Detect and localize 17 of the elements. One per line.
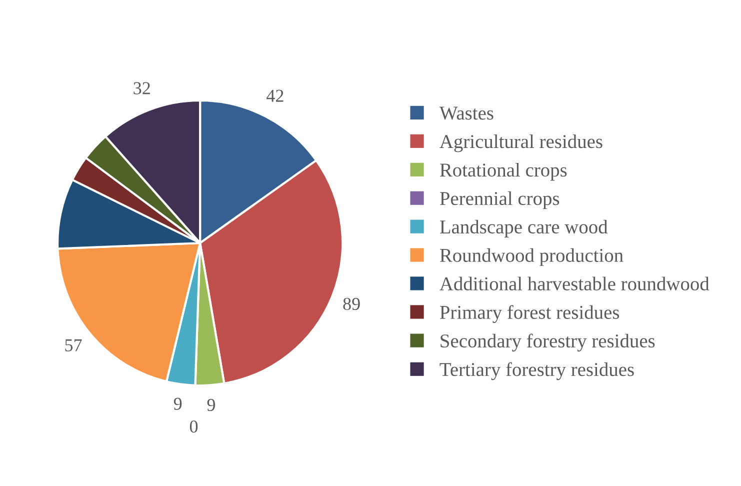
legend-label: Secondary forestry residues [440,334,655,352]
text: 0 [190,420,198,433]
data-label: 9 [174,398,182,410]
data-label: 57 [65,339,82,352]
data-label: 89 [343,298,360,310]
legend-label: Perennial crops [440,191,560,210]
legend-label: Rotational crops [440,162,567,181]
legend-label: Roundwood production [440,248,624,266]
legend-label: Agricultural residues [440,134,602,152]
legend-label: Tertiary forestry residues [440,362,634,380]
legend-label: Additional harvestable roundwood [440,276,710,290]
data-label: 9 [207,398,215,412]
legend-label: Wastes [439,106,494,120]
data-label: 42 [266,90,284,102]
data-label: 32 [134,82,150,94]
legend-label: Primary forest residues [440,305,620,323]
legend-label: Landscape care wood [440,220,608,238]
